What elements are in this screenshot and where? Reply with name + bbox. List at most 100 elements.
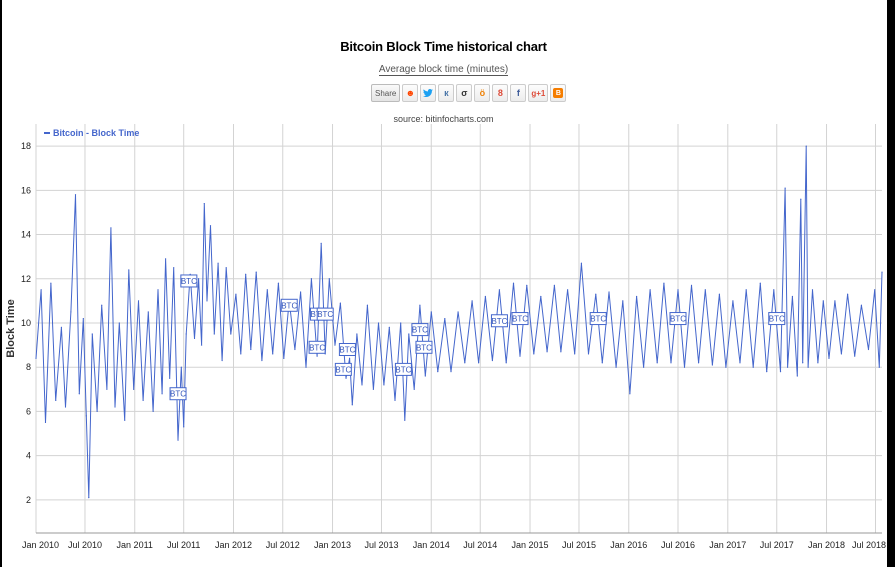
series-point bbox=[351, 404, 353, 406]
reddit-icon[interactable]: ☻ bbox=[402, 84, 419, 102]
series-point bbox=[213, 333, 215, 335]
x-tick-label: Jan 2016 bbox=[610, 540, 647, 550]
facebook-icon[interactable]: f bbox=[510, 84, 527, 102]
weibo-icon[interactable]: σ bbox=[456, 84, 473, 102]
btc-flag-box bbox=[280, 298, 298, 312]
share-bar: Share ☻ к σ ö 8 f g+1 B bbox=[371, 84, 567, 102]
chart-subtitle-text[interactable]: Average block time (minutes) bbox=[378, 64, 509, 76]
series-point bbox=[88, 497, 90, 499]
series-point bbox=[725, 366, 727, 368]
series-point bbox=[110, 227, 112, 229]
series-point bbox=[235, 293, 237, 295]
y-tick-label: 14 bbox=[21, 230, 31, 240]
googleplus-icon[interactable]: 8 bbox=[492, 84, 509, 102]
btc-flag-label: BTC bbox=[395, 365, 411, 374]
btc-flag-label: BTC bbox=[339, 346, 355, 355]
btc-flag-label: BTC bbox=[335, 365, 351, 374]
series-point bbox=[137, 300, 140, 302]
series-point bbox=[784, 187, 786, 189]
series-point bbox=[881, 271, 883, 273]
series-point bbox=[366, 304, 369, 306]
y-tick-label: 2 bbox=[26, 495, 31, 505]
series-point bbox=[277, 282, 280, 284]
vk-icon[interactable]: к bbox=[438, 84, 455, 102]
x-tick-label: Jul 2016 bbox=[661, 540, 695, 550]
series-point bbox=[294, 348, 296, 351]
series-point bbox=[732, 300, 734, 302]
series-point bbox=[444, 317, 446, 320]
btc-flag-box bbox=[589, 312, 607, 326]
series-point bbox=[822, 300, 824, 302]
y-axis-title: Block Time bbox=[5, 299, 17, 358]
series-point bbox=[512, 282, 515, 284]
series-point bbox=[745, 289, 747, 291]
series-point bbox=[64, 406, 67, 408]
series-point bbox=[759, 282, 761, 284]
series-point bbox=[388, 326, 390, 328]
series-point bbox=[413, 388, 415, 390]
series-point bbox=[377, 322, 380, 324]
right-frame-border bbox=[887, 0, 895, 567]
btc-flag-label: BTC bbox=[769, 315, 785, 324]
btc-flag-label: BTC bbox=[416, 343, 432, 352]
btc-flag-box bbox=[334, 362, 352, 376]
series-point bbox=[348, 357, 351, 359]
blogger-icon-glyph: B bbox=[553, 88, 564, 98]
series-point bbox=[540, 295, 542, 298]
x-tick-label: Jan 2017 bbox=[709, 540, 746, 550]
series-point bbox=[419, 304, 421, 306]
series-point bbox=[320, 242, 322, 244]
series-point bbox=[197, 278, 200, 280]
odnoklassniki-icon[interactable]: ö bbox=[474, 84, 491, 102]
series-point bbox=[704, 289, 706, 291]
series-point bbox=[791, 295, 794, 298]
series-point bbox=[230, 333, 232, 335]
series-point bbox=[334, 344, 336, 346]
btc-flag-box bbox=[180, 274, 198, 288]
googleplus1-icon[interactable]: g+1 bbox=[528, 84, 549, 102]
chart-subtitle[interactable]: Average block time (minutes) bbox=[0, 64, 887, 76]
chart-source: source: bitinfocharts.com bbox=[393, 114, 494, 124]
series-point bbox=[60, 326, 63, 328]
y-tick-label: 4 bbox=[26, 451, 31, 461]
series-point bbox=[739, 362, 741, 364]
series-point bbox=[328, 278, 330, 280]
x-tick-label: Jul 2018 bbox=[852, 540, 886, 550]
series-point bbox=[878, 366, 880, 368]
series-point bbox=[400, 322, 402, 324]
series-point bbox=[752, 366, 754, 368]
series-point bbox=[356, 333, 358, 335]
series-point bbox=[70, 311, 72, 313]
y-tick-label: 6 bbox=[26, 406, 31, 416]
series-point bbox=[225, 267, 227, 269]
btc-flag-label: BTC bbox=[317, 310, 333, 319]
series-point bbox=[670, 362, 672, 364]
series-point bbox=[74, 194, 77, 196]
series-point bbox=[114, 406, 116, 408]
btc-flag-box bbox=[308, 340, 326, 354]
series-point bbox=[505, 362, 507, 364]
series-point bbox=[677, 289, 679, 291]
series-point bbox=[101, 304, 103, 306]
series-point bbox=[643, 366, 645, 368]
btc-flag-box bbox=[394, 362, 412, 376]
series-point bbox=[533, 353, 535, 355]
series-point bbox=[608, 291, 610, 293]
series-point bbox=[82, 317, 84, 320]
btc-flag-box bbox=[411, 323, 429, 337]
btc-flag-box bbox=[415, 340, 433, 354]
series-point bbox=[217, 262, 219, 264]
x-tick-label: Jul 2010 bbox=[68, 540, 102, 550]
series-point bbox=[221, 359, 223, 362]
series-point bbox=[55, 399, 57, 401]
btc-flag-label: BTC bbox=[281, 301, 297, 310]
x-tick-label: Jan 2014 bbox=[413, 540, 450, 550]
btc-flag-box bbox=[316, 307, 334, 321]
series-point bbox=[519, 355, 521, 357]
series-point bbox=[310, 278, 313, 280]
twitter-icon[interactable] bbox=[420, 84, 437, 102]
series-point bbox=[601, 362, 603, 364]
blogger-icon[interactable]: B bbox=[550, 84, 567, 102]
series-point bbox=[766, 371, 768, 373]
